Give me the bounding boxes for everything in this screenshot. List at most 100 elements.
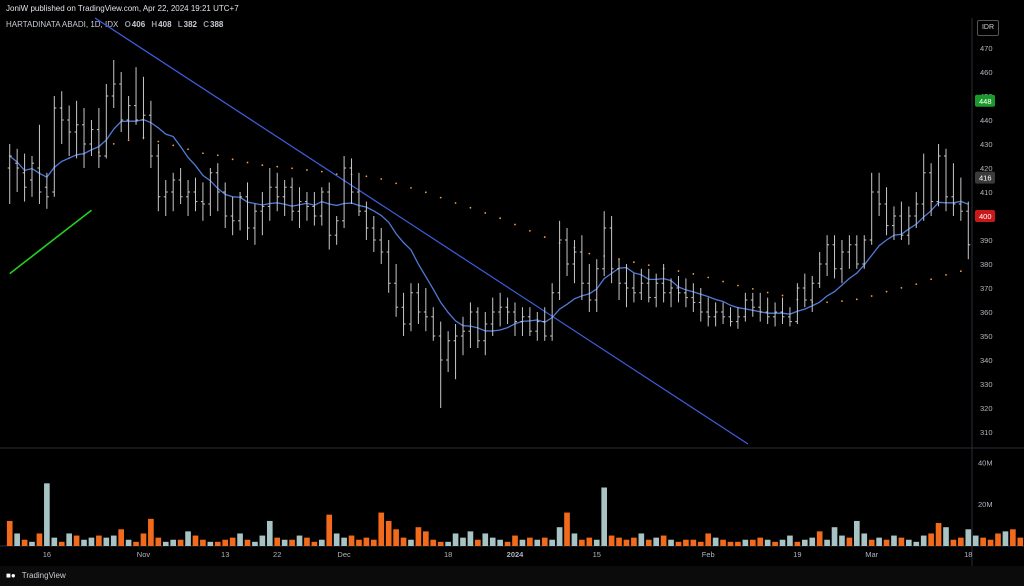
volume-bar: [534, 539, 541, 546]
footer-brand[interactable]: TradingView: [21, 571, 66, 580]
volume-bar: [675, 541, 682, 546]
volume-bar: [148, 518, 154, 546]
price-tick-label: 330: [980, 380, 993, 389]
long-ma-dot: [499, 217, 502, 220]
long-ma-dot: [172, 144, 175, 147]
volume-bar: [437, 541, 444, 546]
volume-bar: [460, 537, 466, 546]
volume-bar: [705, 533, 712, 546]
volume-bar: [200, 539, 206, 546]
volume-bar: [772, 541, 778, 546]
volume-bar: [370, 539, 377, 546]
volume-bar: [58, 541, 65, 546]
long-ma-dot: [722, 280, 724, 283]
volume-bar: [504, 541, 511, 546]
price-chart[interactable]: 310 320 330 340 350 360 370 380 390 400 410 420 430 4…: [0, 0, 1024, 566]
volume-bar: [690, 539, 697, 546]
volume-bar: [839, 535, 845, 546]
volume-bar: [21, 539, 28, 546]
volume-bar: [356, 539, 362, 546]
volume-bar: [779, 539, 786, 546]
volume-bar: [348, 535, 355, 546]
volume-bar: [861, 533, 868, 546]
volume-bar: [683, 539, 689, 546]
volume-bar: [853, 520, 860, 546]
price-tick-label: 460: [980, 68, 993, 77]
volume-bar: [475, 539, 481, 546]
volume-bar: [363, 537, 370, 546]
volume-bar: [824, 539, 830, 546]
volume-bar: [51, 537, 58, 546]
volume-bar: [556, 527, 563, 546]
volume-bar: [252, 541, 258, 546]
long-ma-dot: [692, 273, 695, 275]
volume-bar: [36, 533, 43, 546]
volume-bar: [140, 533, 147, 546]
long-ma-dot: [306, 169, 308, 171]
volume-bar: [289, 539, 295, 546]
volume-bar: [519, 539, 526, 546]
volume-bar: [913, 541, 920, 546]
volume-bar: [616, 537, 622, 546]
volume-bar: [274, 537, 281, 546]
volume-bar: [81, 539, 87, 546]
volume-bar: [727, 541, 734, 546]
time-tick-label: 18: [964, 550, 972, 559]
volume-tick-label: 40M: [978, 458, 993, 467]
volume-bar: [155, 537, 162, 546]
volume-bar: [950, 539, 957, 546]
volume-bar: [995, 533, 1001, 546]
currency-button[interactable]: IDR: [977, 20, 999, 36]
volume-bar: [170, 539, 177, 546]
long-ma-dot: [410, 186, 412, 189]
long-ma-dot: [127, 139, 130, 142]
ohlc-low: L382: [177, 20, 198, 29]
long-ma-dot: [855, 298, 858, 301]
volume-bar: [943, 527, 949, 546]
volume-bar: [965, 529, 972, 546]
volume-bar: [103, 537, 110, 546]
long-ma-dot: [439, 196, 442, 199]
volume-bar: [415, 527, 422, 546]
volume-bar: [1010, 529, 1016, 546]
volume-bar: [88, 537, 95, 546]
volume-bar: [846, 537, 853, 546]
volume-bar: [541, 537, 548, 546]
long-ma-dot: [707, 276, 710, 279]
volume-bar: [980, 537, 986, 546]
volume-bar: [868, 539, 875, 546]
volume-bar: [281, 539, 288, 546]
price-tick-label: 390: [980, 236, 993, 245]
volume-bar: [244, 539, 251, 546]
volume-bar: [408, 539, 414, 546]
volume-bar: [749, 539, 756, 546]
price-tick-label: 320: [980, 404, 993, 413]
volume-bar: [564, 512, 570, 546]
long-ma-dot: [454, 202, 457, 204]
volume-bar: [229, 537, 236, 546]
symbol-legend: HARTADINATA ABADI, 1D, IDX O406 H408 L38…: [6, 20, 227, 29]
volume-bar: [512, 535, 518, 546]
volume-bar: [378, 512, 385, 546]
volume-bar: [467, 531, 474, 546]
volume-bar: [623, 539, 630, 546]
tradingview-logo-icon[interactable]: ■●: [6, 571, 16, 580]
volume-bar: [928, 533, 934, 546]
volume-bar: [712, 537, 719, 546]
volume-bar: [883, 539, 890, 546]
volume-bar: [29, 541, 35, 546]
volume-bar: [801, 539, 808, 546]
long-ma-dot: [930, 278, 933, 281]
volume-bar: [400, 537, 407, 546]
long-ma-dot: [157, 140, 160, 143]
time-tick-label: 16: [43, 550, 51, 559]
volume-bar: [296, 535, 303, 546]
volume-bar: [794, 541, 801, 546]
price-tag: [975, 94, 995, 107]
volume-bar: [697, 541, 704, 546]
volume-bar: [660, 535, 667, 546]
long-ma-dot: [320, 170, 323, 173]
volume-bar: [898, 537, 905, 546]
volume-bar: [935, 523, 942, 546]
ohlc-high: H408: [151, 20, 172, 29]
